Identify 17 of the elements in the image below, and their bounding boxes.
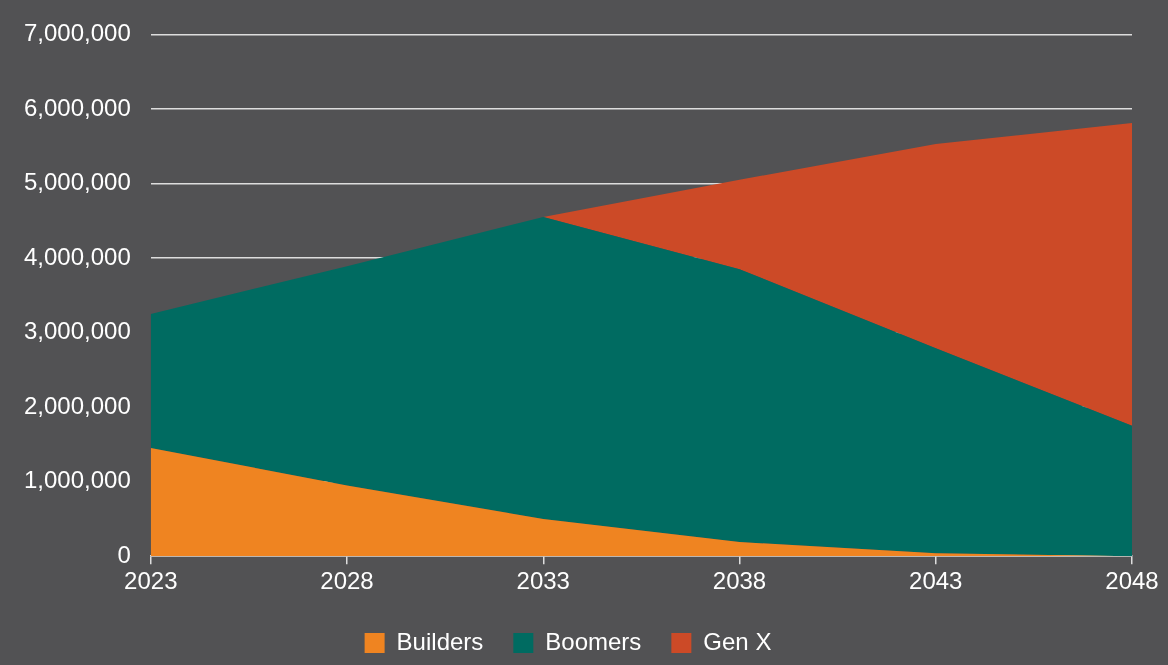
y-tick-label: 0	[117, 540, 131, 568]
y-tick-label: 2,000,000	[23, 391, 131, 419]
y-tick-label: 7,000,000	[23, 19, 131, 47]
x-tick-label: 2038	[712, 567, 767, 595]
y-tick-label: 1,000,000	[23, 466, 131, 494]
x-tick-label: 2043	[909, 567, 963, 595]
legend-label: Gen X	[703, 627, 772, 655]
y-tick-label: 6,000,000	[23, 93, 131, 121]
x-tick-label: 2033	[516, 567, 570, 595]
y-tick-label: 3,000,000	[23, 317, 131, 345]
legend-label: Builders	[396, 627, 484, 655]
x-tick-label: 2048	[1105, 567, 1159, 595]
legend-label: Boomers	[545, 627, 642, 655]
y-tick-label: 4,000,000	[23, 242, 131, 270]
x-tick-label: 2028	[320, 567, 374, 595]
x-tick-label: 2023	[124, 567, 178, 595]
y-tick-label: 5,000,000	[23, 168, 131, 196]
